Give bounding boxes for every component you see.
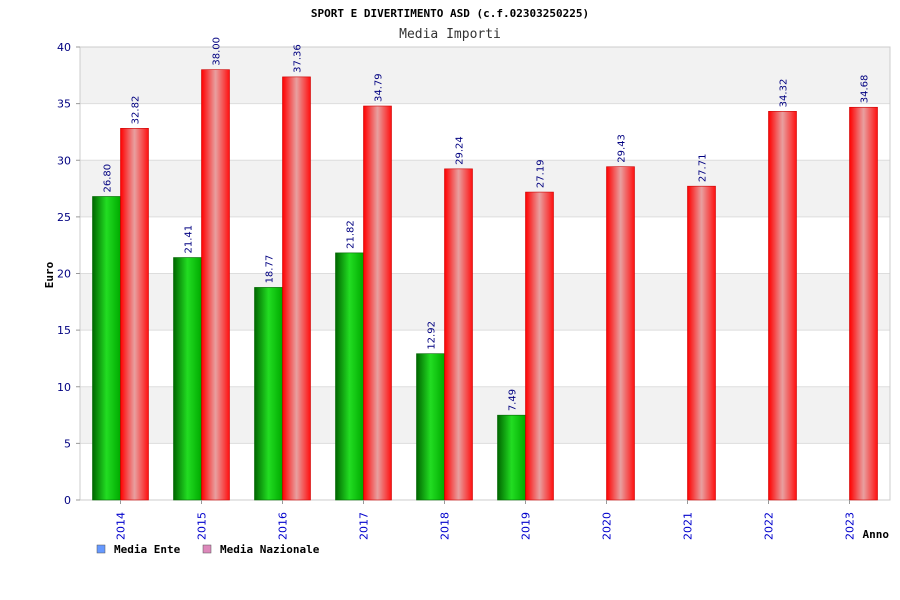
y-tick-label: 30 bbox=[57, 154, 71, 167]
x-tick-label: 2018 bbox=[439, 512, 452, 540]
y-tick-label: 35 bbox=[57, 98, 71, 111]
y-tick-label: 25 bbox=[57, 211, 71, 224]
data-label: 32.82 bbox=[131, 96, 142, 125]
bar-media-nazionale-2014 bbox=[120, 128, 149, 501]
bars bbox=[92, 69, 878, 501]
bar-media-nazionale-2020 bbox=[606, 166, 635, 501]
bar-media-ente-2015 bbox=[173, 257, 202, 501]
legend-label: Media Nazionale bbox=[220, 543, 320, 556]
bar-media-ente-2019 bbox=[497, 414, 526, 501]
x-tick-label: 2019 bbox=[520, 512, 533, 540]
bar-media-nazionale-2018 bbox=[444, 168, 473, 501]
x-axis: 2014 2015 2016 2017 2018 2019 2020 2021 2022 2023 bbox=[115, 500, 857, 540]
x-tick-label: 2017 bbox=[358, 512, 371, 540]
bar-media-ente-2018 bbox=[416, 353, 445, 501]
data-label: 34.32 bbox=[779, 79, 790, 108]
x-tick-label: 2022 bbox=[763, 512, 776, 540]
x-tick-label: 2020 bbox=[601, 512, 614, 540]
bar-media-ente-2016 bbox=[254, 287, 283, 501]
bar-media-nazionale-2016 bbox=[282, 76, 311, 501]
data-label: 34.79 bbox=[374, 73, 385, 102]
y-tick-label: 0 bbox=[64, 494, 71, 507]
y-tick-label: 40 bbox=[57, 41, 71, 54]
data-label: 38.00 bbox=[212, 37, 223, 66]
data-label: 27.19 bbox=[536, 159, 547, 188]
x-tick-label: 2023 bbox=[844, 512, 857, 540]
data-label: 29.43 bbox=[617, 134, 628, 163]
bar-media-nazionale-2017 bbox=[363, 105, 392, 501]
bar-media-nazionale-2022 bbox=[768, 111, 797, 501]
x-axis-label: Anno bbox=[863, 528, 890, 541]
data-label: 29.24 bbox=[455, 136, 466, 165]
data-label: 21.82 bbox=[346, 220, 357, 249]
y-tick-label: 15 bbox=[57, 324, 71, 337]
legend-swatch bbox=[202, 544, 212, 554]
data-label: 18.77 bbox=[265, 255, 276, 284]
bar-media-nazionale-2023 bbox=[849, 106, 878, 501]
data-label: 34.68 bbox=[860, 75, 871, 104]
legend-swatch bbox=[96, 544, 106, 554]
data-label: 21.41 bbox=[184, 225, 195, 254]
data-label: 27.71 bbox=[698, 154, 709, 183]
y-tick-label: 20 bbox=[57, 268, 71, 281]
data-label: 37.36 bbox=[293, 44, 304, 73]
bar-media-nazionale-2019 bbox=[525, 191, 554, 501]
chart-subtitle: Media Importi bbox=[399, 27, 501, 42]
y-tick-label: 5 bbox=[64, 437, 71, 450]
chart-title: SPORT E DIVERTIMENTO ASD (c.f.0230325022… bbox=[311, 7, 589, 20]
y-axis: 0 5 10 15 20 25 30 35 40 bbox=[57, 41, 80, 507]
x-tick-label: 2014 bbox=[115, 512, 128, 540]
bar-media-ente-2014 bbox=[92, 196, 121, 501]
x-tick-label: 2016 bbox=[277, 512, 290, 540]
data-label: 26.80 bbox=[103, 164, 114, 193]
legend-label: Media Ente bbox=[114, 543, 181, 556]
legend: Media Ente Media Nazionale bbox=[96, 543, 320, 556]
bar-media-ente-2017 bbox=[335, 252, 364, 501]
x-tick-label: 2015 bbox=[196, 512, 209, 540]
bar-media-nazionale-2015 bbox=[201, 69, 230, 501]
data-label: 7.49 bbox=[508, 389, 519, 411]
x-tick-label: 2021 bbox=[682, 512, 695, 540]
data-labels: 26.80 32.82 21.41 38.00 18.77 37.36 21.82 34.79… bbox=[103, 37, 871, 411]
y-axis-label: Euro bbox=[43, 261, 56, 288]
bar-media-nazionale-2021 bbox=[687, 185, 716, 501]
y-tick-label: 10 bbox=[57, 381, 71, 394]
data-label: 12.92 bbox=[427, 321, 438, 350]
